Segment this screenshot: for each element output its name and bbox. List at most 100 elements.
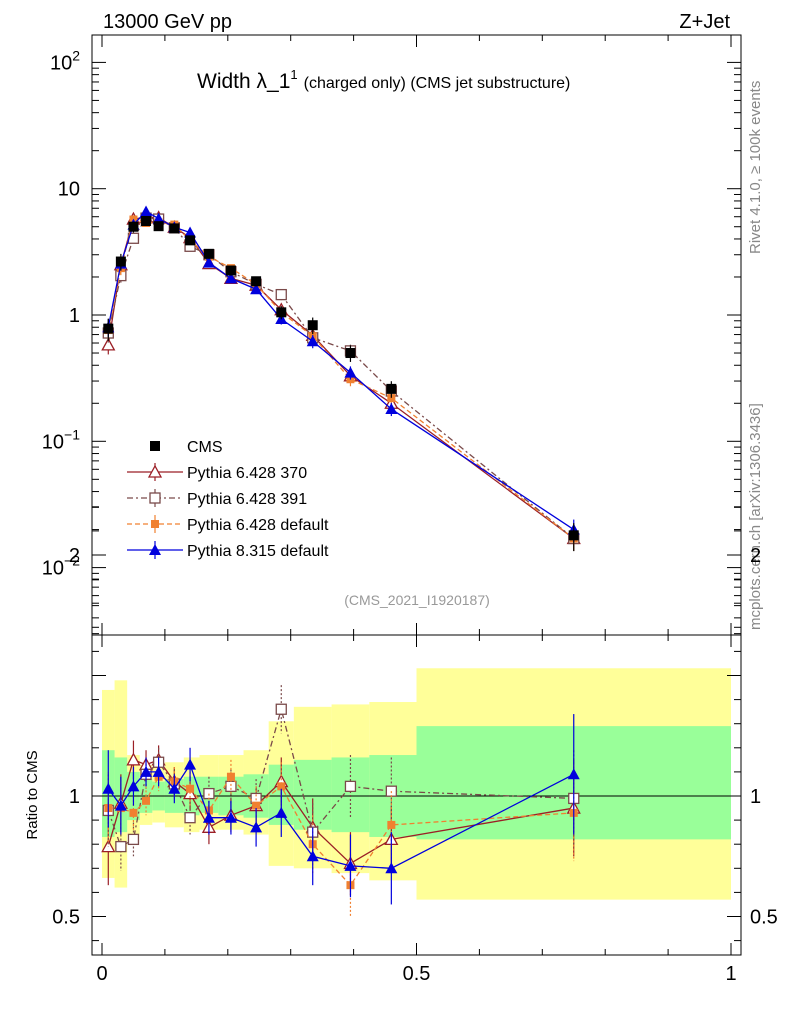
point-p8-6 xyxy=(184,226,197,238)
ratio-point-p8-7 xyxy=(202,811,215,823)
legend-label-p391: Pythia 6.428 391 xyxy=(187,491,307,508)
legend-label-p8: Pythia 8.315 default xyxy=(187,543,329,560)
series-p8 xyxy=(102,205,580,542)
ratio-point-p428d-8 xyxy=(226,772,235,781)
y-tick-label-main-3: 10 xyxy=(58,179,80,201)
series-cms xyxy=(103,215,579,552)
legend-item-p428d: Pythia 6.428 default xyxy=(127,515,329,534)
mcplots-label: mcplots.cern.ch [arXiv:1306.3436] xyxy=(747,403,764,630)
chart-title: Width λ_11 (charged only) (CMS jet substr… xyxy=(197,67,570,93)
point-cms-8 xyxy=(225,265,236,276)
point-p8-4 xyxy=(152,212,165,224)
point-cms-9 xyxy=(251,276,262,287)
legend-label-p370: Pythia 6.428 370 xyxy=(187,465,307,482)
y-tick-label-ratio-right-2: 2 xyxy=(750,545,761,567)
ratio-point-p8-9 xyxy=(250,821,263,833)
legend-marker-cms xyxy=(150,441,160,451)
energy-label: 13000 GeV pp xyxy=(103,11,232,33)
y-tick-label-main-4: 102 xyxy=(50,47,80,74)
legend-label-cms: CMS xyxy=(187,439,223,456)
legend-item-p370: Pythia 6.428 370 xyxy=(127,463,307,482)
band-green-12 xyxy=(331,757,370,833)
ratio-line-p391 xyxy=(107,706,574,848)
main-series xyxy=(101,205,581,552)
chart-title-sub: (charged only) (CMS jet substructure) xyxy=(304,75,571,92)
point-p8-13 xyxy=(385,403,398,415)
ratio-point-p428d-10 xyxy=(277,782,286,791)
ratio-line-p428d xyxy=(108,775,574,887)
legend-marker-p8 xyxy=(149,544,161,555)
point-p370-0 xyxy=(101,337,116,351)
point-p8-11 xyxy=(306,335,319,347)
point-cms-1 xyxy=(115,256,126,267)
point-p8-9 xyxy=(250,283,263,295)
series-p370 xyxy=(101,209,581,551)
point-p8-7 xyxy=(202,256,215,268)
y-tick-label-main-0: 10−2 xyxy=(42,553,80,580)
point-p8-3 xyxy=(140,205,153,217)
chart-title-sup: 1 xyxy=(290,67,297,82)
x-tick-label-2: 1 xyxy=(725,963,736,985)
y-tick-label-ratio-left-0: 0.5 xyxy=(52,907,80,929)
series-p391 xyxy=(102,212,580,551)
legend-item-p8: Pythia 8.315 default xyxy=(127,541,329,560)
ratio-point-p370-0 xyxy=(101,839,116,853)
y-tick-label-ratio-right-0: 0.5 xyxy=(750,907,778,929)
point-cms-13 xyxy=(386,383,397,394)
ratio-point-p8-14 xyxy=(567,768,580,780)
ratio-point-p8-1 xyxy=(114,799,127,811)
ratio-point-p391-2 xyxy=(127,833,140,846)
rivet-label: Rivet 4.1.0, ≥ 100k events xyxy=(747,81,764,254)
point-cms-11 xyxy=(307,320,318,331)
process-label: Z+Jet xyxy=(679,11,730,33)
ratio-point-p391-8 xyxy=(225,780,237,793)
point-cms-14 xyxy=(568,530,579,541)
point-cms-12 xyxy=(345,348,356,359)
series-line-p370 xyxy=(107,216,575,540)
point-p428d-13 xyxy=(387,394,396,403)
x-tick-label-1: 0.5 xyxy=(403,963,431,985)
point-cms-5 xyxy=(169,223,180,234)
series-line-p428d xyxy=(107,218,575,540)
ratio-uncertainty-bands xyxy=(92,668,741,900)
series-line-p391 xyxy=(107,217,575,539)
x-tick-label-0: 0 xyxy=(96,963,107,985)
ratio-series-p8 xyxy=(102,714,580,905)
ratio-point-p391-1 xyxy=(115,840,127,853)
ratio-point-p8-6 xyxy=(184,758,197,770)
y-tick-label-ratio-right-1: 1 xyxy=(750,786,761,808)
ratio-point-p428d-9 xyxy=(252,801,261,810)
point-cms-0 xyxy=(103,323,114,334)
point-p391-10 xyxy=(275,288,287,301)
ratio-point-p8-4 xyxy=(152,765,165,777)
y-tick-label-main-2: 1 xyxy=(69,305,80,327)
point-p8-8 xyxy=(224,272,237,284)
ratio-point-p428d-6 xyxy=(186,784,195,793)
legend-label-p428d: Pythia 6.428 default xyxy=(187,517,329,534)
legend-item-p391: Pythia 6.428 391 xyxy=(127,489,307,508)
point-cms-4 xyxy=(153,221,164,232)
ratio-point-p8-0 xyxy=(102,782,115,794)
ratio-point-p428d-3 xyxy=(142,796,151,805)
ratio-point-p370-2 xyxy=(126,752,141,766)
ratio-y-axis-label: Ratio to CMS xyxy=(24,750,41,839)
y-tick-label-main-1: 10−1 xyxy=(42,426,80,453)
axes: 0 0.5 1 10−2 10−1 1 10 102 0.5 0.5 1 1 2 2 xyxy=(42,35,778,985)
legend: CMS Pythia 6.428 370 Pythia 6.428 391 Pythi… xyxy=(127,439,329,560)
y-tick-label-ratio-left-2: 2 xyxy=(69,545,80,567)
point-cms-6 xyxy=(185,235,196,246)
series-p428d xyxy=(104,215,578,551)
point-cms-10 xyxy=(276,307,287,318)
ratio-point-p391-10 xyxy=(275,703,287,715)
ratio-point-p391-12 xyxy=(344,780,357,793)
ratio-point-p8-11 xyxy=(306,850,319,862)
analysis-tag: (CMS_2021_I1920187) xyxy=(344,592,490,608)
ratio-point-p8-13 xyxy=(385,862,398,874)
point-cms-3 xyxy=(141,215,152,226)
ratio-point-p391-6 xyxy=(184,812,196,824)
ratio-point-p8-12 xyxy=(344,859,357,871)
legend-marker-p391 xyxy=(149,492,161,504)
chart-title-main: Width λ_1 xyxy=(197,70,290,93)
ratio-point-p8-10 xyxy=(275,806,288,818)
